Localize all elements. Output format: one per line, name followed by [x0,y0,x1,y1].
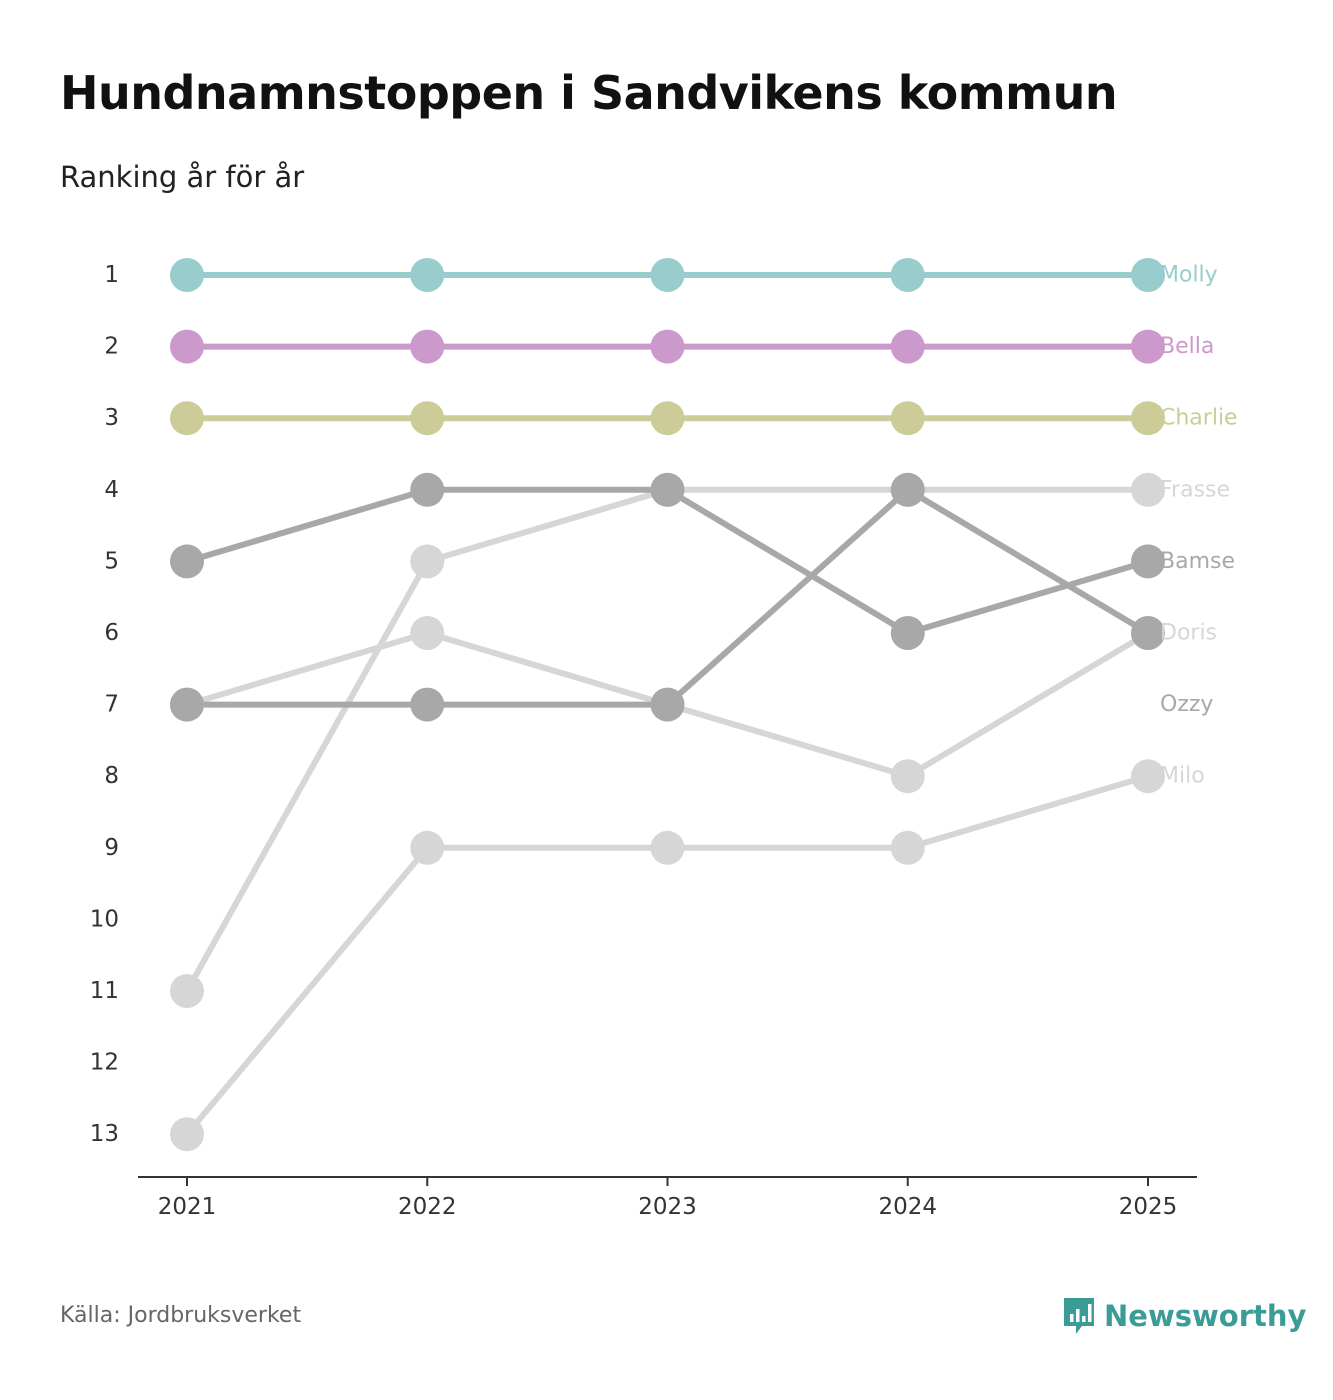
brand-logo: Newsworthy [1062,1296,1306,1336]
chart-title: Hundnamnstoppen i Sandvikens kommun [60,66,1118,120]
chart-subtitle: Ranking år för år [60,160,305,194]
point-charlie-2025 [1131,401,1165,436]
point-ozzy-2025 [1131,616,1165,650]
x-tick-label-2023: 2023 [638,1194,697,1220]
y-tick-label-3: 3 [104,405,119,431]
x-tick-label-2024: 2024 [878,1194,937,1220]
end-label-frasse: Frasse [1160,477,1230,502]
end-label-bella: Bella [1160,334,1214,359]
series-line-frasse [184,486,1151,994]
series-points [170,258,1165,1152]
point-bamse-2022 [410,472,445,507]
end-label-milo: Milo [1160,764,1205,789]
y-tick-label-9: 9 [104,835,119,861]
point-milo-2024 [890,830,925,865]
point-milo-2022 [410,830,445,865]
end-labels: Molly Bella Charlie Frasse Bamse Doris Ozzy Mil… [1160,263,1238,789]
point-bella-2021 [170,329,204,364]
point-milo-2025 [1131,759,1165,794]
point-doris-2022 [410,616,445,650]
point-molly-2022 [410,258,445,292]
end-label-ozzy: Ozzy [1160,692,1213,717]
point-bella-2025 [1131,329,1165,364]
y-tick-label-2: 2 [104,334,119,360]
point-molly-2023 [650,258,685,292]
series-line-milo [184,773,1151,1138]
end-label-molly: Molly [1160,263,1218,288]
newsworthy-logo-icon [1064,1298,1094,1334]
point-molly-2021 [170,258,204,292]
point-charlie-2021 [170,401,204,436]
x-tick-label-2021: 2021 [158,1194,217,1220]
point-bella-2022 [410,329,445,364]
end-label-bamse: Bamse [1160,549,1235,574]
y-tick-label-6: 6 [104,620,119,646]
y-tick-label-5: 5 [104,548,119,574]
point-bamse-2024 [890,616,925,650]
series-line-bamse [184,486,1151,636]
point-bamse-2025 [1131,544,1165,579]
y-tick-label-12: 12 [90,1050,119,1076]
point-ozzy-2024 [890,472,925,507]
end-label-charlie: Charlie [1160,406,1238,431]
y-tick-label-1: 1 [104,262,119,288]
y-tick-label-4: 4 [104,477,119,503]
point-frasse-2021 [170,974,204,1008]
point-charlie-2023 [650,401,685,436]
point-doris-2024 [890,759,925,794]
point-frasse-2022 [410,544,445,579]
end-label-doris: Doris [1160,621,1217,646]
point-charlie-2024 [890,401,925,436]
y-tick-label-7: 7 [104,692,119,718]
point-ozzy-2023 [650,687,685,722]
point-charlie-2022 [410,401,445,436]
source-note: Källa: Jordbruksverket [60,1303,302,1328]
point-bella-2024 [890,329,925,364]
x-axis: 2021 2022 2023 2024 2025 [138,1176,1197,1220]
point-molly-2024 [890,258,925,292]
point-bamse-2023 [650,472,685,507]
y-tick-label-11: 11 [90,978,119,1004]
point-milo-2021 [170,1117,204,1152]
point-frasse-2025 [1131,472,1165,507]
y-tick-label-10: 10 [90,906,119,932]
point-milo-2023 [650,830,685,865]
x-tick-label-2022: 2022 [398,1194,457,1220]
y-tick-label-8: 8 [104,763,119,789]
brand-name: Newsworthy [1104,1299,1307,1333]
point-ozzy-2021 [170,687,204,722]
point-molly-2025 [1131,258,1165,292]
series-line-ozzy [184,486,1151,708]
x-tick-label-2025: 2025 [1119,1194,1178,1220]
point-bella-2023 [650,329,685,364]
point-bamse-2021 [170,544,204,579]
y-tick-label-13: 13 [90,1121,119,1147]
point-ozzy-2022 [410,687,445,722]
